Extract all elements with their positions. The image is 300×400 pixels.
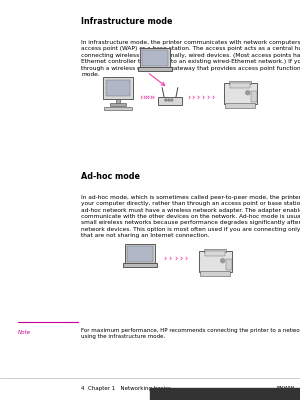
Text: ›: › [206, 94, 209, 102]
Text: ›: › [185, 254, 188, 264]
Text: Infrastructure mode: Infrastructure mode [81, 17, 172, 26]
Circle shape [165, 99, 167, 101]
Text: ›: › [144, 94, 147, 102]
Bar [225, 103, 255, 108]
Text: ›: › [151, 94, 154, 102]
Circle shape [168, 99, 170, 101]
Bar [106, 80, 130, 96]
Bar [251, 90, 256, 102]
Bar [230, 83, 250, 88]
Text: In infrastructure mode, the printer communicates with network computers through : In infrastructure mode, the printer comm… [81, 40, 300, 77]
Bar [200, 271, 230, 276]
Bar [103, 107, 132, 110]
Text: In ad-hoc mode, which is sometimes called peer-to-peer mode, the printer communi: In ad-hoc mode, which is sometimes calle… [81, 195, 300, 238]
Text: ›: › [163, 254, 166, 264]
Text: ›: › [149, 94, 152, 102]
Text: For maximum performance, HP recommends connecting the printer to a network that : For maximum performance, HP recommends c… [81, 328, 300, 339]
Bar [142, 50, 168, 66]
Text: ›: › [211, 94, 214, 102]
Text: 4  Chapter 1   Networking basics: 4 Chapter 1 Networking basics [81, 386, 171, 391]
Text: ENWW: ENWW [277, 386, 295, 391]
Text: ›: › [142, 94, 145, 102]
Bar [229, 80, 251, 84]
Circle shape [171, 99, 173, 101]
Bar [116, 99, 120, 104]
Bar [103, 77, 133, 99]
Bar [204, 248, 226, 252]
Bar [158, 97, 182, 105]
Text: ›: › [140, 94, 143, 102]
Text: ›: › [147, 94, 150, 102]
Circle shape [246, 91, 250, 95]
Bar [205, 251, 225, 256]
Text: ›: › [196, 94, 200, 102]
Text: Note: Note [18, 330, 31, 335]
Text: ›: › [179, 254, 182, 264]
Bar [110, 103, 126, 106]
Text: ›: › [192, 94, 195, 102]
Text: ›: › [187, 94, 190, 102]
Bar [226, 258, 232, 270]
Bar [140, 48, 170, 68]
Bar [138, 67, 172, 71]
Bar [150, 388, 300, 400]
Circle shape [221, 259, 225, 263]
Bar [125, 244, 155, 264]
Text: ›: › [201, 94, 205, 102]
Text: ›: › [174, 254, 177, 264]
Text: ›: › [169, 254, 172, 264]
Bar [199, 251, 232, 272]
Bar [127, 246, 153, 262]
Text: Ad-hoc mode: Ad-hoc mode [81, 172, 140, 181]
Bar [224, 83, 256, 104]
Bar [123, 263, 157, 267]
